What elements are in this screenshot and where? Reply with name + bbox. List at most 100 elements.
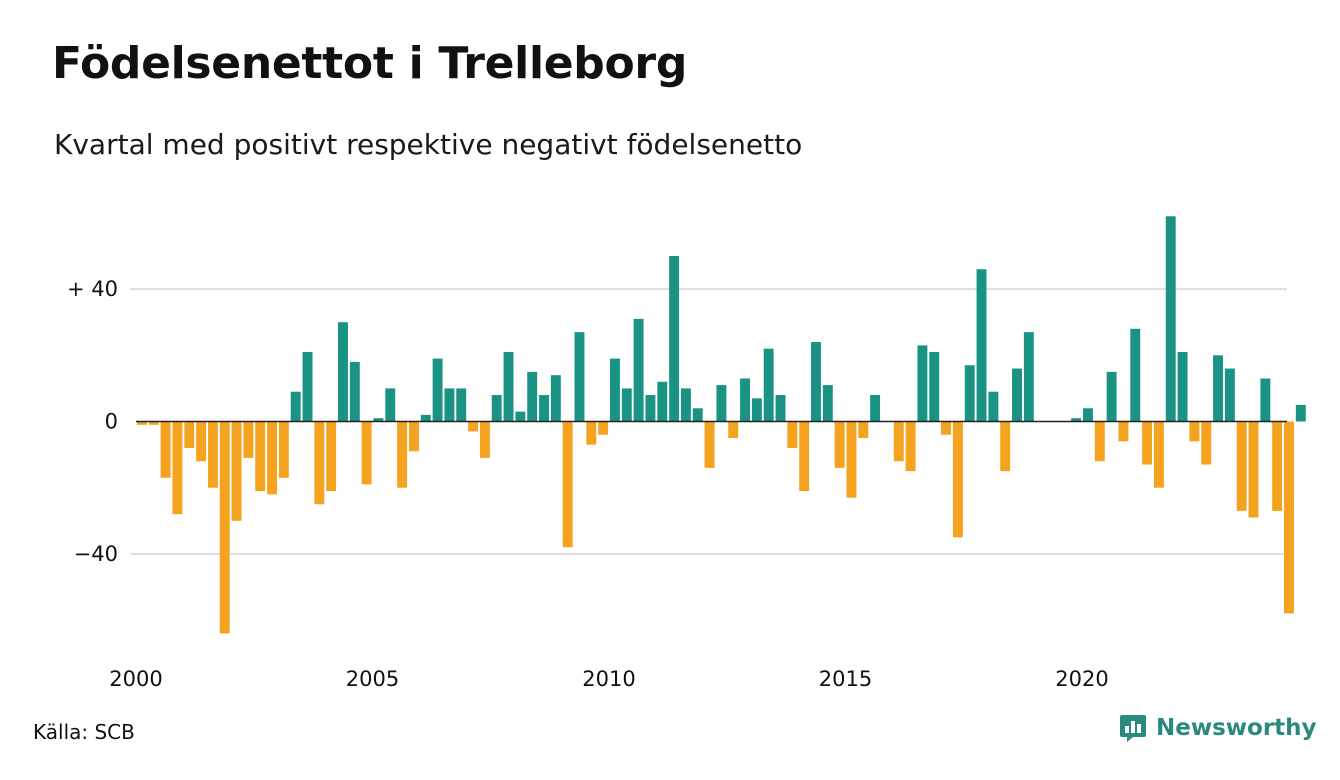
bar-negative <box>468 421 479 432</box>
bar-positive <box>621 388 632 422</box>
bar-positive <box>527 371 538 422</box>
bar-negative <box>598 421 609 435</box>
bar-positive <box>444 388 455 422</box>
newsworthy-logo-icon <box>1120 715 1146 742</box>
bar-positive <box>539 395 549 422</box>
bar-negative <box>562 421 573 548</box>
bar-positive <box>870 395 881 422</box>
bar-positive <box>1260 378 1271 422</box>
bar-negative <box>1272 421 1283 511</box>
y-tick-label: −40 <box>74 542 118 566</box>
bar-negative <box>255 421 266 492</box>
chart-title: Födelsenettot i Trelleborg <box>52 38 688 89</box>
bar-negative <box>799 421 810 492</box>
bar-negative <box>1118 421 1129 442</box>
bar-negative <box>941 421 952 435</box>
bar-positive <box>763 348 774 422</box>
bar-positive <box>1071 418 1082 422</box>
bar-negative <box>231 421 242 521</box>
y-axis-ticks: + 40 0 −40 <box>67 277 118 566</box>
bar-positive <box>645 395 656 422</box>
x-tick-label: 2010 <box>582 667 635 691</box>
chart-subtitle: Kvartal med positivt respektive negativt… <box>54 128 803 161</box>
bar-positive <box>338 322 348 422</box>
bars <box>137 216 1306 634</box>
bar-positive <box>1295 404 1306 422</box>
source-note: Källa: SCB <box>33 720 135 744</box>
x-axis-ticks: 2000 2005 2010 2015 2020 <box>109 667 1108 691</box>
bar-positive <box>515 411 526 422</box>
x-tick-label: 2005 <box>346 667 399 691</box>
bar-positive <box>1213 355 1224 422</box>
bar-negative <box>586 421 597 445</box>
bar-negative <box>137 421 147 425</box>
bar-negative <box>787 421 798 448</box>
brand-name: Newsworthy <box>1156 715 1317 741</box>
bar-negative <box>834 421 845 468</box>
bar-positive <box>491 395 502 422</box>
bar-positive <box>349 361 360 422</box>
bar-positive <box>917 345 928 422</box>
bar-positive <box>1224 368 1235 422</box>
gridlines <box>130 288 1287 555</box>
bar-positive <box>290 391 301 422</box>
bar-negative <box>1248 421 1259 518</box>
y-tick-label: 0 <box>105 410 118 434</box>
bar-negative <box>1000 421 1011 472</box>
bar-positive <box>373 418 384 422</box>
bar-negative <box>397 421 408 488</box>
bar-negative <box>1153 421 1164 488</box>
y-tick-label: + 40 <box>67 277 118 301</box>
bar-negative <box>1189 421 1200 442</box>
bar-negative <box>846 421 857 498</box>
bar-negative <box>1094 421 1105 462</box>
bar-positive <box>503 351 514 422</box>
bar-positive <box>988 391 999 422</box>
bar-positive <box>456 388 467 422</box>
bar-positive <box>385 388 396 422</box>
bar-negative <box>479 421 490 458</box>
bar-positive <box>574 332 585 422</box>
bar-negative <box>1236 421 1247 511</box>
bar-negative <box>361 421 372 485</box>
bar-positive <box>1012 368 1022 422</box>
bar-positive <box>1023 332 1034 422</box>
bar-positive <box>669 256 680 422</box>
bar-positive <box>822 385 833 422</box>
bar-negative <box>893 421 904 462</box>
bar-negative <box>148 421 159 425</box>
bar-positive <box>1130 328 1141 422</box>
bar-positive <box>692 408 703 422</box>
bar-positive <box>420 414 431 422</box>
bar-negative <box>858 421 869 439</box>
brand-logo[interactable]: Newsworthy <box>1118 713 1317 743</box>
bar-negative <box>160 421 171 478</box>
bar-negative <box>196 421 207 462</box>
bar-negative <box>1142 421 1153 465</box>
bar-positive <box>740 378 750 422</box>
x-tick-label: 2015 <box>819 667 872 691</box>
bar-positive <box>1083 408 1093 422</box>
bar-negative <box>184 421 195 448</box>
x-tick-label: 2000 <box>109 667 162 691</box>
bar-positive <box>1165 216 1176 422</box>
bar-positive <box>633 318 644 422</box>
bar-positive <box>716 385 727 422</box>
bar-positive <box>657 381 668 422</box>
bar-positive <box>1106 371 1117 422</box>
bar-positive <box>751 398 762 422</box>
bar-negative <box>278 421 289 478</box>
bar-positive <box>929 351 940 422</box>
bar-negative <box>207 421 218 488</box>
bar-negative <box>728 421 739 439</box>
bar-negative <box>1201 421 1212 465</box>
bar-positive <box>976 269 987 422</box>
bar-positive <box>432 358 443 422</box>
bar-negative <box>905 421 916 472</box>
bar-positive <box>811 342 821 422</box>
bar-negative <box>314 421 325 505</box>
bar-negative <box>408 421 419 452</box>
bar-negative <box>326 421 337 492</box>
bar-positive <box>550 375 561 422</box>
